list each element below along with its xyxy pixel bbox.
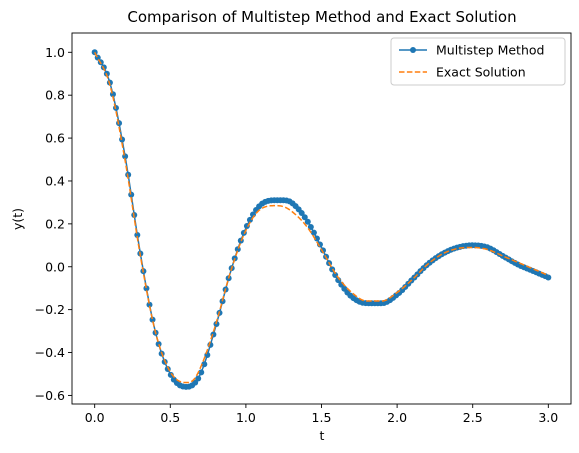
x-tick-label: 1.0 [236, 410, 256, 425]
data-point [167, 371, 174, 378]
x-tick-label: 1.5 [312, 410, 332, 425]
y-tick-label: 0.4 [45, 173, 65, 188]
series-line [94, 51, 549, 384]
data-point [298, 210, 305, 217]
y-tick-label: −0.4 [35, 345, 65, 360]
x-tick-label: 0.5 [160, 410, 180, 425]
data-point [545, 274, 552, 281]
data-point [195, 375, 202, 382]
data-point [155, 340, 162, 347]
x-tick-label: 2.5 [463, 410, 483, 425]
data-point [134, 231, 141, 238]
series-multistep [91, 49, 552, 390]
x-axis-label: t [320, 428, 325, 443]
legend-entry: Exact Solution [399, 65, 526, 80]
data-point [301, 214, 308, 221]
axes: 0.0 0.5 1.0 1.5 2.0 2.5 3.0 −0.6 −0.4 −0.2 0.0 0.2 0… [35, 32, 572, 425]
data-point [307, 223, 314, 230]
legend-label: Multistep Method [436, 43, 544, 58]
chart-title: Comparison of Multistep Method and Exact… [127, 8, 516, 26]
y-axis-label: y(t) [10, 208, 25, 230]
legend-marker [410, 47, 416, 53]
data-point [310, 229, 317, 236]
x-tick-label: 0.0 [85, 410, 105, 425]
x-tick-label: 2.0 [387, 410, 407, 425]
data-point [201, 361, 208, 368]
y-tick-label: 0.6 [45, 131, 65, 146]
data-point [128, 191, 135, 198]
data-point [313, 235, 320, 242]
y-tick-label: 0.2 [45, 216, 65, 231]
data-point [146, 301, 153, 308]
data-point [192, 379, 199, 386]
legend-entry: Multistep Method [399, 43, 544, 58]
y-tick-label: 0.0 [45, 259, 65, 274]
plot-frame [71, 32, 572, 405]
data-point [246, 216, 253, 223]
series-line [94, 51, 549, 388]
data-point [304, 218, 311, 225]
plot-area [91, 49, 552, 390]
y-tick-label: −0.2 [35, 302, 65, 317]
legend-box [390, 37, 566, 86]
series-exact [94, 51, 549, 384]
data-point [143, 285, 150, 292]
legend: Multistep Method Exact Solution [390, 37, 566, 86]
data-point [198, 369, 205, 376]
y-tick-label: −0.6 [35, 388, 65, 403]
x-tick-label: 3.0 [538, 410, 558, 425]
data-point [149, 316, 156, 323]
y-tick-label: 1.0 [45, 45, 65, 60]
legend-label: Exact Solution [436, 65, 526, 80]
y-tick-label: 0.8 [45, 88, 65, 103]
